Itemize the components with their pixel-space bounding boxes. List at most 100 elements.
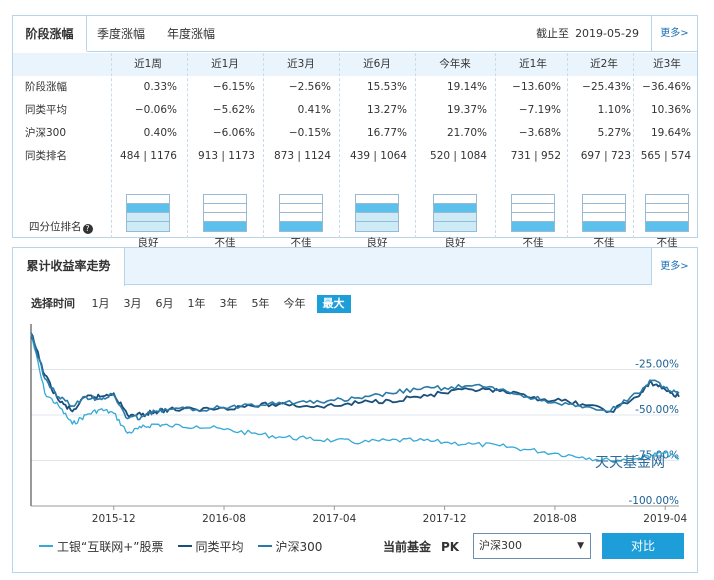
table-row: 沪深300 0.40% −6.06% −0.15% 16.77% 21.70% −3.68%… — [13, 122, 697, 145]
performance-tab-bar: 阶段涨幅 季度涨幅 年度涨幅 截止至 2019-05-29 更多> — [13, 16, 697, 52]
table-cell[interactable]: 565 | 574 — [640, 150, 691, 162]
legend-label: 工银“互联网+”股票 — [57, 540, 164, 554]
table-cell[interactable]: 697 | 723 — [580, 150, 631, 162]
x-tick-label: 2016-08 — [202, 513, 246, 525]
column-divider — [111, 53, 112, 238]
period-header: 近6月 — [363, 58, 391, 70]
compare-button[interactable]: 对比 — [602, 533, 684, 559]
quartile-label: 良好 — [366, 237, 388, 249]
table-cell[interactable]: 439 | 1064 — [350, 150, 407, 162]
help-icon[interactable]: ? — [82, 224, 93, 234]
table-cell[interactable]: 913 | 1173 — [198, 150, 255, 162]
table-cell: 10.36% — [650, 104, 691, 116]
x-tick-label: 2015-12 — [92, 513, 136, 525]
quartile-label: 不佳 — [522, 237, 544, 249]
as-of-label: 截止至 — [536, 27, 570, 40]
table-cell: 0.33% — [143, 81, 177, 93]
tab-stage-returns[interactable]: 阶段涨幅 — [13, 16, 87, 52]
table-cell[interactable]: 873 | 1124 — [274, 150, 331, 162]
series-line — [30, 332, 680, 421]
range-option[interactable]: 最大 — [316, 295, 351, 313]
tab-quarter-returns[interactable]: 季度涨幅 — [97, 27, 146, 41]
y-tick-label: -100.00% — [628, 495, 679, 507]
range-option[interactable]: 3月 — [123, 297, 142, 310]
table-header-row: 近1周 近1月 近3月 近6月 今年来 近1年 近2年 近3年 — [13, 53, 697, 76]
table-cell: 0.41% — [297, 104, 331, 116]
trend-more-link[interactable]: 更多> — [651, 248, 697, 285]
quartile-indicator — [645, 194, 689, 232]
trend-tab-bar: 累计收益率走势 更多> — [13, 248, 697, 286]
legend-item[interactable]: 沪深300 — [257, 538, 323, 556]
legend-label: 同类平均 — [195, 540, 244, 554]
table-cell[interactable]: 731 | 952 — [510, 150, 561, 162]
tab-year-returns[interactable]: 年度涨幅 — [167, 27, 216, 41]
compare-select[interactable]: 沪深300 ▼ — [473, 533, 591, 559]
column-divider — [415, 53, 416, 238]
column-divider — [339, 53, 340, 238]
table-cell: −0.06% — [134, 104, 177, 116]
table-cell: −13.60% — [512, 81, 561, 93]
column-divider — [633, 53, 634, 238]
table-cell: −36.46% — [642, 81, 691, 93]
chart-legend: 工银“互联网+”股票 同类平均 沪深300 — [39, 538, 336, 556]
range-option[interactable]: 5年 — [251, 297, 270, 310]
legend-swatch — [39, 545, 53, 547]
table-cell: −6.15% — [212, 81, 255, 93]
row-label: 同类平均 — [25, 104, 67, 116]
row-label: 同类排名 — [25, 150, 67, 162]
series-line — [30, 332, 680, 418]
table-row: 阶段涨幅 0.33% −6.15% −2.56% 15.53% 19.14% −13.60%… — [13, 76, 697, 99]
performance-table: 近1周 近1月 近3月 近6月 今年来 近1年 近2年 近3年 四分位排名? 阶段涨幅 0.33… — [13, 53, 697, 249]
table-cell: −0.15% — [288, 127, 331, 139]
table-cell[interactable]: 520 | 1084 — [430, 150, 487, 162]
period-header: 近2年 — [590, 58, 618, 70]
table-cell: 19.14% — [446, 81, 487, 93]
range-option[interactable]: 今年 — [283, 297, 306, 310]
legend-item[interactable]: 工银“互联网+”股票 — [39, 538, 164, 556]
legend-item[interactable]: 同类平均 — [177, 538, 244, 556]
table-cell: 0.40% — [143, 127, 177, 139]
column-divider — [187, 53, 188, 238]
range-option[interactable]: 6月 — [155, 297, 174, 310]
table-cell: 21.70% — [446, 127, 487, 139]
quartile-label: 不佳 — [290, 237, 312, 249]
cumulative-return-chart: -25.00%-50.00%-75.00%-100.00%2015-12 2016… — [30, 324, 687, 525]
table-cell: −5.62% — [212, 104, 255, 116]
row-label: 阶段涨幅 — [25, 81, 67, 93]
quartile-label: 良好 — [444, 237, 466, 249]
table-cell[interactable]: 484 | 1176 — [120, 150, 177, 162]
table-cell: −7.19% — [518, 104, 561, 116]
column-divider — [567, 53, 568, 238]
stage-performance-panel: 阶段涨幅 季度涨幅 年度涨幅 截止至 2019-05-29 更多> 近1周 近1月近… — [12, 15, 698, 249]
y-tick-label: -50.00% — [635, 404, 679, 416]
dropdown-arrow-icon: ▼ — [577, 541, 584, 551]
x-tick-label: 2018-08 — [533, 513, 577, 525]
cumulative-return-panel: 累计收益率走势 更多> 选择时间 1月 3月 6月 1年 3年 5年 今年 最大 -25.00… — [12, 247, 698, 573]
range-option[interactable]: 1月 — [91, 297, 110, 310]
quartile-label: 良好 — [137, 237, 159, 249]
quartile-label: 不佳 — [656, 237, 678, 249]
row-label: 沪深300 — [25, 127, 67, 139]
column-divider — [495, 53, 496, 238]
table-cell: 19.37% — [446, 104, 487, 116]
as-of-value: 2019-05-29 — [575, 27, 639, 40]
watermark-logo: 天天基金网 — [595, 455, 665, 471]
range-option[interactable]: 3年 — [219, 297, 238, 310]
quartile-indicator — [203, 194, 247, 232]
quartile-indicator — [279, 194, 323, 232]
table-cell: −3.68% — [518, 127, 561, 139]
quartile-indicator — [126, 194, 170, 232]
legend-swatch — [177, 545, 192, 547]
y-tick-label: -25.00% — [635, 359, 679, 371]
tab-cumulative-return[interactable]: 累计收益率走势 — [13, 248, 125, 286]
table-cell: 15.53% — [366, 81, 407, 93]
quartile-rank-title: 四分位排名? — [29, 219, 93, 234]
table-row: 同类平均 −0.06% −5.62% 0.41% 13.27% 19.37% −7.19% 1… — [13, 99, 697, 122]
period-header: 近1周 — [134, 58, 162, 70]
range-option[interactable]: 1年 — [187, 297, 206, 310]
more-link[interactable]: 更多> — [651, 16, 697, 51]
pk-label: 当前基金 PK — [383, 540, 460, 554]
table-row: 同类排名 484 | 1176 913 | 1173 873 | 1124 439 | … — [13, 145, 697, 168]
table-cell: 16.77% — [366, 127, 407, 139]
legend-label: 沪深300 — [275, 540, 323, 554]
